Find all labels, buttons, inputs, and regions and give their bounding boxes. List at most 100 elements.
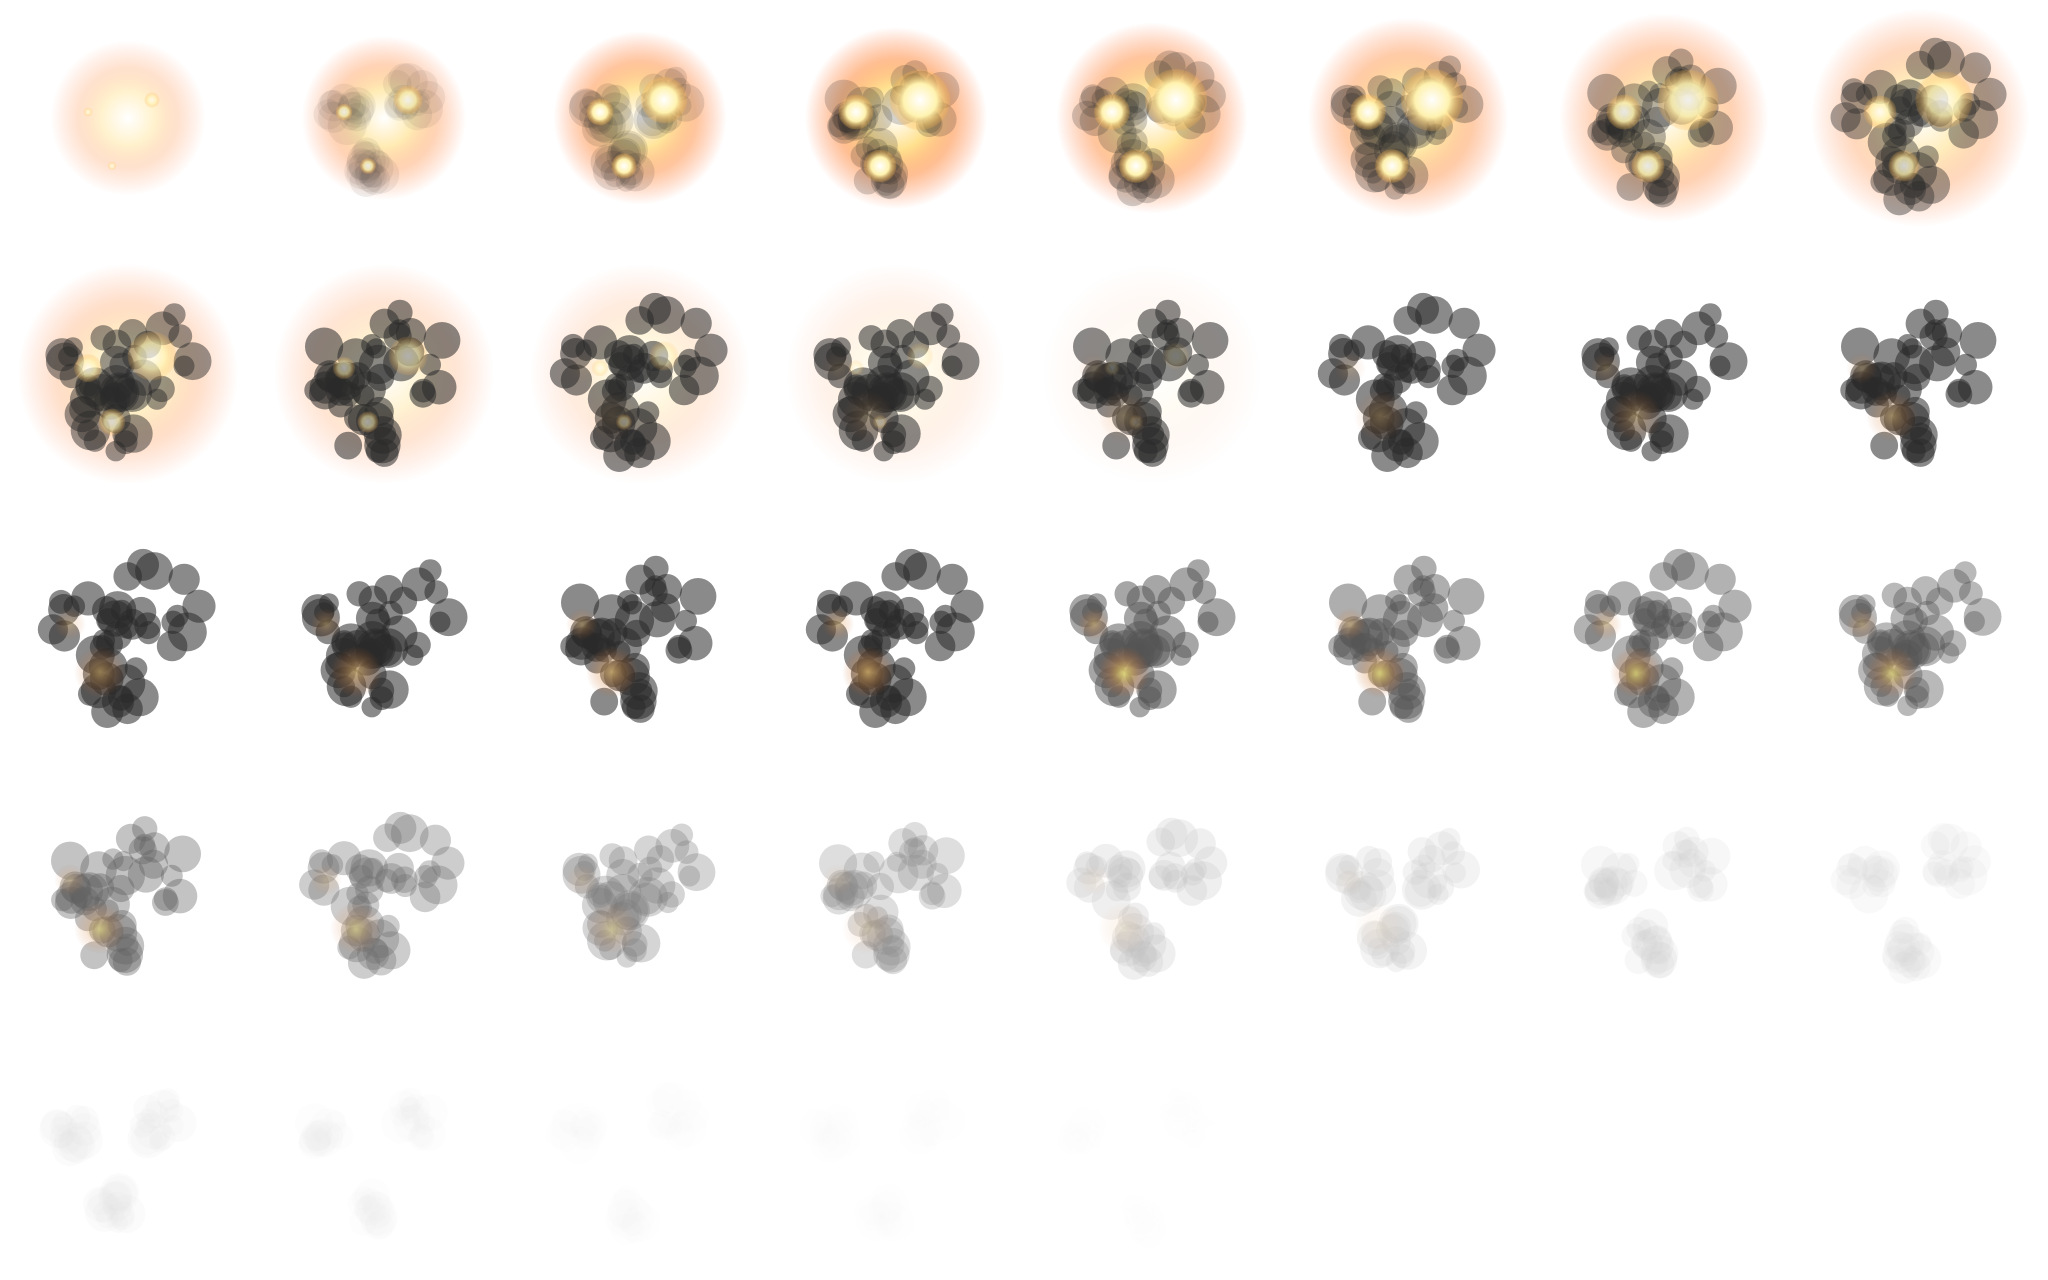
smoke-cloud: [819, 822, 965, 975]
explosion-frame: [512, 1024, 768, 1280]
smoke-cloud: [800, 1089, 966, 1242]
explosion-frame: [1024, 0, 1280, 256]
explosion-frame: [768, 512, 1024, 768]
explosion-frame: [1792, 512, 2048, 768]
ember-glow: [566, 608, 638, 698]
explosion-frame-graphic: [1042, 264, 1262, 484]
explosion-frame-graphic: [1317, 292, 1496, 472]
explosion-frame: [256, 1024, 512, 1280]
explosion-frame-graphic: [1838, 561, 2002, 716]
explosion-frame-graphic: [1325, 827, 1480, 973]
explosion-frame-graphic: [560, 555, 717, 723]
explosion-frame-graphic: [1559, 13, 1769, 223]
glow-halo: [302, 36, 466, 200]
fire-core: [335, 85, 423, 174]
explosion-frame: [0, 1024, 256, 1280]
glow-halo: [553, 31, 727, 205]
explosion-frame: [1792, 0, 2048, 256]
explosion-frame: [256, 768, 512, 1024]
smoke-cloud: [813, 303, 980, 462]
explosion-frame-graphic: [256, 1024, 512, 1280]
explosion-frame: [768, 768, 1024, 1024]
smoke-cloud: [1581, 826, 1731, 979]
explosion-frame-graphic: [1024, 1024, 1280, 1280]
explosion-frame: [256, 256, 512, 512]
fire-core: [1350, 68, 1464, 183]
explosion-frame: [1280, 768, 1536, 1024]
ember-glow: [566, 352, 638, 442]
fire-core: [1094, 69, 1207, 183]
explosion-frame: [1024, 256, 1280, 512]
explosion-frame-graphic: [1840, 299, 1997, 467]
ember-glow: [566, 864, 638, 954]
smoke-cloud: [1325, 827, 1480, 973]
ember-glow: [1334, 608, 1406, 698]
ember-glow: [1846, 608, 1918, 698]
explosion-frame: [1280, 0, 1536, 256]
explosion-frame-graphic: [50, 40, 206, 196]
explosion-frame-graphic: [1056, 22, 1248, 214]
explosion-frame: [1280, 512, 1536, 768]
explosion-frame: [256, 0, 512, 256]
explosion-frame-graphic: [299, 811, 465, 979]
ember-glow: [310, 864, 382, 954]
smoke-cloud: [295, 1088, 448, 1240]
explosion-frame: [1280, 256, 1536, 512]
explosion-frame-graphic: [301, 559, 468, 718]
fire-core: [1606, 69, 1719, 183]
glow-halo: [18, 264, 238, 484]
explosion-frame: [1792, 768, 2048, 1024]
explosion-frame: [1792, 256, 2048, 512]
explosion-frame-graphic: [1573, 548, 1752, 728]
smoke-cloud: [39, 1088, 196, 1233]
explosion-frame: [0, 256, 256, 512]
explosion-frame-graphic: [768, 1024, 1024, 1280]
explosion-frame: [512, 256, 768, 512]
explosion-frame-graphic: [805, 548, 984, 728]
explosion-frame: [1536, 768, 1792, 1024]
explosion-frame-graphic: [1328, 555, 1485, 723]
explosion-frame-graphic: [562, 823, 716, 968]
explosion-frame: [768, 256, 1024, 512]
explosion-frame-graphic: [1069, 559, 1236, 718]
fire-core: [332, 336, 428, 433]
explosion-frame-graphic: [819, 822, 965, 975]
explosion-frame: [1536, 0, 1792, 256]
ember-glow: [1590, 352, 1662, 442]
fire-core: [838, 69, 951, 183]
ember-glow: [54, 864, 126, 954]
explosion-frame: [768, 0, 1024, 256]
explosion-frame: [0, 0, 256, 256]
ember-glow: [1078, 352, 1150, 442]
explosion-frame-graphic: [18, 264, 238, 484]
smoke-cloud: [51, 816, 202, 976]
explosion-frame: [256, 512, 512, 768]
ember-glow: [822, 864, 894, 954]
smoke-cloud: [545, 1082, 709, 1246]
explosion-frame: [1024, 512, 1280, 768]
fire-core: [74, 331, 177, 436]
explosion-frame: [768, 1024, 1024, 1280]
explosion-frame-graphic: [51, 816, 202, 976]
explosion-frame-graphic: [1581, 303, 1748, 462]
ember-glow: [54, 608, 126, 698]
fire-core: [83, 92, 160, 171]
explosion-frame-graphic: [1066, 817, 1228, 980]
ember-glow: [822, 352, 894, 442]
explosion-frame-graphic: [1308, 18, 1508, 218]
explosion-frame-graphic: [0, 1024, 256, 1280]
explosion-frame: [0, 768, 256, 1024]
ember-glow: [1590, 608, 1662, 698]
explosion-frame-graphic: [512, 1024, 768, 1280]
explosion-frame-graphic: [302, 36, 466, 200]
fire-core: [586, 76, 688, 179]
ember-glow: [310, 608, 382, 698]
explosion-frame-graphic: [1830, 823, 1991, 984]
explosion-frame-graphic: [1811, 9, 2029, 227]
explosion-frame: [512, 512, 768, 768]
ember-glow: [1334, 352, 1406, 442]
explosion-frame: [1536, 512, 1792, 768]
fire-core: [1863, 71, 1973, 182]
explosion-frame: [0, 512, 256, 768]
